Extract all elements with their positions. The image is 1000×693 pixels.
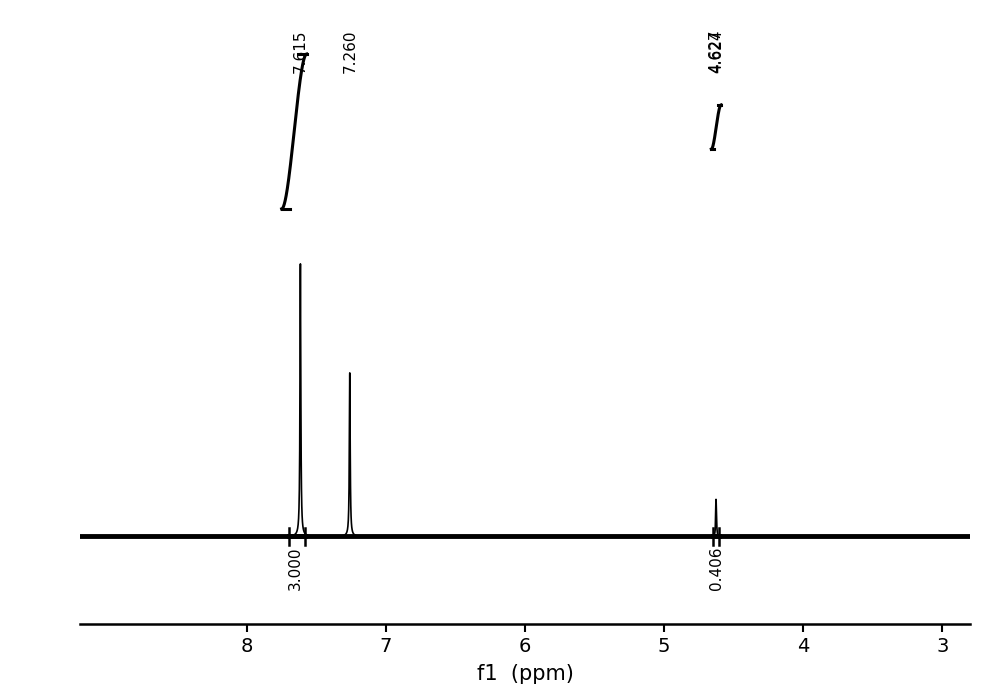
Text: 3.000: 3.000 <box>288 546 303 590</box>
Text: 0.406: 0.406 <box>709 546 724 590</box>
Text: 7.260: 7.260 <box>342 30 357 73</box>
Text: 4.624: 4.624 <box>710 30 725 73</box>
Text: 7.615: 7.615 <box>293 30 308 73</box>
Text: 4.627: 4.627 <box>708 30 723 73</box>
X-axis label: f1  (ppm): f1 (ppm) <box>477 664 573 684</box>
